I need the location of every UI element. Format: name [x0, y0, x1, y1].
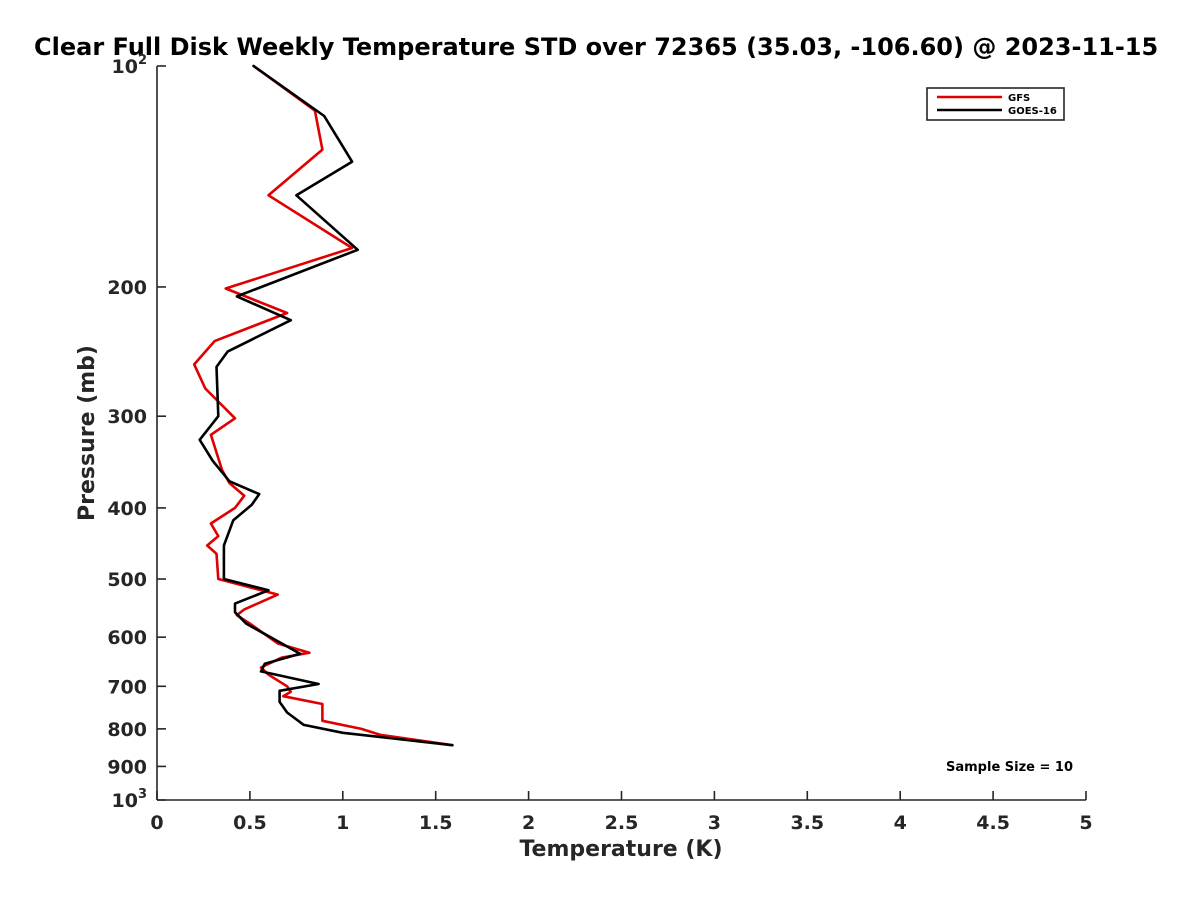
- series-line-gfs: [192, 64, 454, 747]
- x-tick-label: 1.5: [419, 812, 453, 834]
- x-tick-label: 4.5: [976, 812, 1010, 834]
- axes-group: 0 0.5 1 1.5 2 2.5 3 3.5 4 4.5 5 102 200 300 400 500 600 7…: [107, 53, 1092, 834]
- y-tick-label: 200: [107, 277, 147, 299]
- legend: GFS GOES-16: [926, 87, 1065, 121]
- legend-box: [926, 87, 1065, 121]
- x-tick-label: 2: [522, 812, 535, 834]
- x-tick-label: 5: [1079, 812, 1092, 834]
- series-line-goes-16: [198, 64, 454, 747]
- x-tick-label: 3.5: [790, 812, 824, 834]
- x-tick-label: 3: [708, 812, 721, 834]
- y-tick-label: 500: [107, 569, 147, 591]
- y-axis-label: Pressure (mb): [75, 345, 100, 521]
- y-tick-label: 600: [107, 627, 147, 649]
- x-tick-label: 0: [150, 812, 163, 834]
- y-tick-label: 103: [112, 787, 148, 812]
- x-tick-label: 1: [336, 812, 349, 834]
- x-tick-label: 0.5: [233, 812, 267, 834]
- sample-size-annotation: Sample Size = 10: [946, 760, 1073, 775]
- series-lines-group: [192, 64, 454, 747]
- legend-label-gfs: GFS: [1008, 93, 1030, 104]
- x-axis-label: Temperature (K): [519, 837, 722, 862]
- y-tick-label: 700: [107, 676, 147, 698]
- y-tick-label: 800: [107, 719, 147, 741]
- legend-label-goes-16: GOES-16: [1008, 106, 1057, 117]
- x-tick-label: 4: [894, 812, 907, 834]
- y-tick-label: 300: [107, 406, 147, 428]
- chart-title: Clear Full Disk Weekly Temperature STD o…: [34, 33, 1158, 61]
- y-tick-label: 400: [107, 498, 147, 520]
- y-tick-label: 900: [107, 756, 147, 778]
- x-tick-label: 2.5: [605, 812, 639, 834]
- y-tick-label: 102: [112, 53, 148, 78]
